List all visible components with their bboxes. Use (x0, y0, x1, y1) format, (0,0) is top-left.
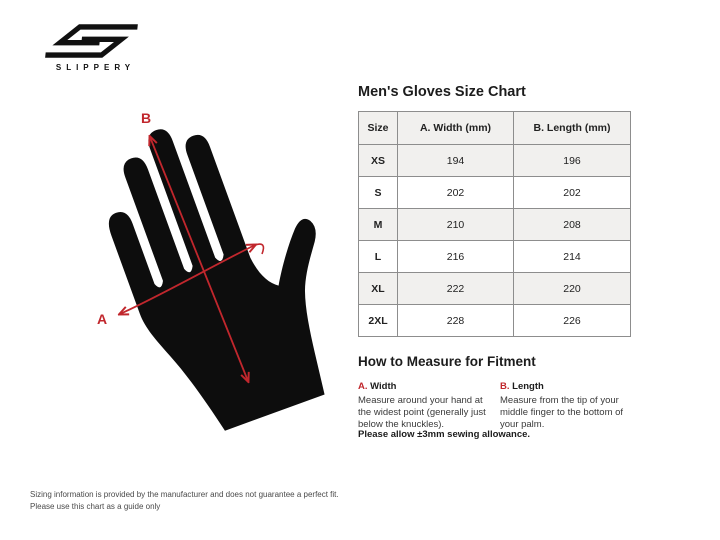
table-row: M 210 208 (358, 208, 631, 241)
measure-width-text: Measure around your hand at the widest p… (358, 395, 486, 431)
measure-instructions: A. Width Measure around your hand at the… (358, 381, 640, 431)
size-value: M (358, 208, 398, 241)
table-row: L 216 214 (358, 240, 631, 273)
measure-length-heading: B. Length (500, 381, 640, 392)
sizing-disclaimer: Sizing information is provided by the ma… (30, 489, 339, 514)
size-value: 2XL (358, 304, 398, 337)
size-value: S (358, 176, 398, 209)
width-value: 228 (397, 304, 514, 337)
table-row: S 202 202 (358, 176, 631, 209)
table-header-row: Size A. Width (mm) B. Length (mm) (358, 111, 631, 145)
measure-length-block: B. Length Measure from the tip of your m… (500, 381, 640, 431)
disclaimer-line-1: Sizing information is provided by the ma… (30, 490, 339, 499)
length-value: 214 (513, 240, 631, 273)
size-value: L (358, 240, 398, 273)
length-value: 208 (513, 208, 631, 241)
length-value: 202 (513, 176, 631, 209)
width-value: 194 (397, 144, 514, 177)
length-value: 220 (513, 272, 631, 305)
size-chart-title: Men's Gloves Size Chart (358, 84, 526, 100)
measure-width-block: A. Width Measure around your hand at the… (358, 381, 494, 431)
width-value: 202 (397, 176, 514, 209)
width-value: 222 (397, 272, 514, 305)
brand-name: SLIPPERY (55, 63, 136, 72)
width-value: 210 (397, 208, 514, 241)
brand-logo: SLIPPERY (32, 22, 154, 72)
length-value: 226 (513, 304, 631, 337)
size-value: XL (358, 272, 398, 305)
size-value: XS (358, 144, 398, 177)
width-arrow-a: A (97, 243, 265, 327)
measure-length-prefix: B. (500, 381, 510, 392)
sewing-allowance-note: Please allow ±3mm sewing allowance. (358, 429, 531, 440)
table-row: 2XL 228 226 (358, 304, 631, 337)
label-a: A (97, 311, 107, 327)
slippery-s-icon (45, 24, 138, 58)
column-header-width: A. Width (mm) (397, 111, 514, 145)
measure-length-label: Length (512, 381, 544, 392)
table-row: XS 194 196 (358, 144, 631, 177)
column-header-length: B. Length (mm) (513, 111, 631, 145)
measure-width-heading: A. Width (358, 381, 494, 392)
measure-width-label: Width (370, 381, 397, 392)
size-table: Size A. Width (mm) B. Length (mm) XS 194… (358, 111, 631, 337)
measure-length-text: Measure from the tip of your middle fing… (500, 395, 624, 431)
label-b: B (141, 110, 151, 126)
column-header-size: Size (358, 111, 398, 145)
width-value: 216 (397, 240, 514, 273)
measure-width-prefix: A. (358, 381, 368, 392)
disclaimer-line-2: Please use this chart as a guide only (30, 502, 161, 512)
glove-measure-diagram: B A (97, 110, 325, 431)
measure-section-title: How to Measure for Fitment (358, 354, 536, 369)
table-row: XL 222 220 (358, 272, 631, 305)
length-value: 196 (513, 144, 631, 177)
